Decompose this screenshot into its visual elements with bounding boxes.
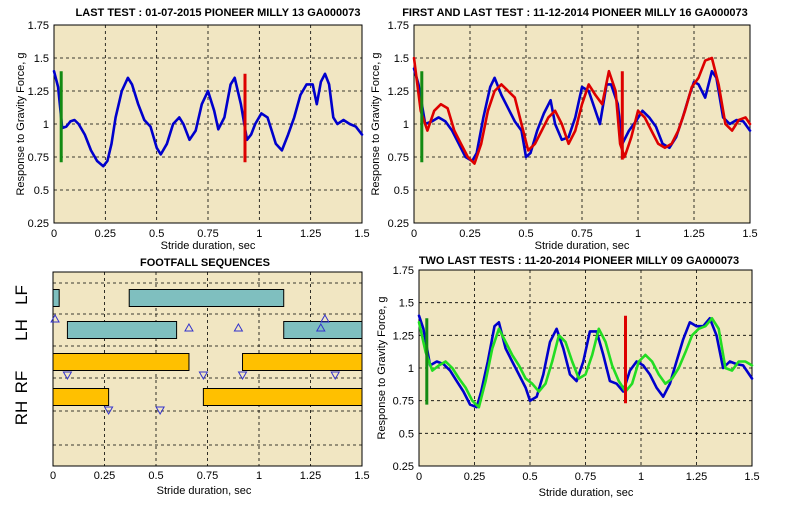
- x-tick-label: 0.75: [575, 471, 596, 483]
- chart-last-test: LAST TEST : 01-07-2015 PIONEER MILLY 13 …: [15, 7, 370, 252]
- x-tick-label: 0.25: [464, 471, 485, 483]
- data-series-line: [52, 69, 364, 168]
- chart-title: LAST TEST : 01-07-2015 PIONEER MILLY 13 …: [76, 7, 361, 19]
- x-tick-label: 1.5: [742, 228, 757, 240]
- row-label-lh: LH: [12, 319, 31, 341]
- chart-title: FOOTFALL SEQUENCES: [140, 257, 270, 269]
- footfall-bar: [52, 353, 190, 371]
- chart-first-and-last-test: FIRST AND LAST TEST : 11-12-2014 PIONEER…: [370, 7, 758, 252]
- x-tick-label: 1: [635, 228, 641, 240]
- x-axis-label: Stride duration, sec: [157, 485, 252, 497]
- x-tick-label: 1.25: [300, 228, 321, 240]
- x-tick-label: 1.5: [354, 470, 369, 482]
- y-tick-label: 0.5: [399, 428, 414, 440]
- y-tick-label: 1: [43, 119, 49, 131]
- y-tick-label: 1.25: [28, 86, 49, 98]
- y-tick-label: 1.5: [399, 298, 414, 310]
- x-tick-label: 0.25: [459, 228, 480, 240]
- x-axis-label: Stride duration, sec: [535, 240, 630, 252]
- y-tick-label: 1.25: [388, 86, 409, 98]
- y-axis-label: Response to Gravity Force, g: [376, 296, 388, 439]
- x-tick-label: 0.75: [197, 228, 218, 240]
- y-tick-label: 1: [403, 119, 409, 131]
- y-tick-label: 0.5: [34, 185, 49, 197]
- y-tick-label: 0.25: [28, 218, 49, 230]
- data-series-line: [417, 316, 754, 409]
- y-tick-label: 0.75: [388, 152, 409, 164]
- x-tick-label: 0: [51, 228, 57, 240]
- chart-footfall-sequences: FOOTFALL SEQUENCES Stride duration, sec …: [12, 257, 370, 497]
- x-tick-label: 0: [411, 228, 417, 240]
- x-axis-label: Stride duration, sec: [539, 487, 634, 499]
- x-tick-label: 1: [638, 471, 644, 483]
- y-tick-label: 1.5: [394, 53, 409, 65]
- x-tick-label: 0.5: [522, 471, 537, 483]
- data-series-line: [417, 314, 754, 409]
- row-label-rf: RF: [12, 371, 31, 394]
- footfall-marker: [320, 313, 330, 323]
- chart-title: FIRST AND LAST TEST : 11-12-2014 PIONEER…: [402, 7, 748, 19]
- footfall-bar: [202, 388, 363, 406]
- footfall-marker: [315, 322, 326, 332]
- footfall-bar: [128, 289, 285, 307]
- row-label-lf: LF: [12, 285, 31, 305]
- footfall-marker: [155, 406, 165, 416]
- x-tick-label: 0: [416, 471, 422, 483]
- x-tick-label: 1.25: [683, 228, 704, 240]
- x-tick-label: 1.25: [686, 471, 707, 483]
- y-tick-label: 1.75: [388, 20, 409, 32]
- footfall-bar: [66, 321, 178, 339]
- x-tick-label: 0: [50, 470, 56, 482]
- footfall-marker: [198, 371, 209, 381]
- footfall-marker: [330, 371, 341, 381]
- footfall-bar: [52, 388, 110, 406]
- x-tick-label: 0.5: [148, 470, 163, 482]
- chart-title: TWO LAST TESTS : 11-20-2014 PIONEER MILL…: [419, 255, 739, 267]
- x-tick-label: 1: [256, 228, 262, 240]
- x-tick-label: 0.5: [149, 228, 164, 240]
- x-tick-label: 0.5: [518, 228, 533, 240]
- row-label-rh: RH: [12, 401, 31, 426]
- y-tick-label: 1.5: [34, 53, 49, 65]
- y-tick-label: 1.75: [393, 265, 414, 277]
- y-tick-label: 1.25: [393, 330, 414, 342]
- footfall-marker: [233, 322, 244, 332]
- x-axis-label: Stride duration, sec: [161, 240, 256, 252]
- footfall-marker: [184, 322, 194, 332]
- y-axis-label: Response to Gravity Force, g: [15, 52, 27, 195]
- y-axis-label: Response to Gravity Force, g: [370, 52, 382, 195]
- x-tick-label: 1.5: [744, 471, 759, 483]
- x-tick-label: 0.75: [571, 228, 592, 240]
- x-tick-label: 1.5: [354, 228, 369, 240]
- footfall-marker: [237, 371, 248, 381]
- y-tick-label: 1.75: [28, 20, 49, 32]
- x-tick-label: 0.25: [95, 228, 116, 240]
- y-tick-label: 0.25: [388, 218, 409, 230]
- y-tick-label: 0.5: [394, 185, 409, 197]
- footfall-marker: [103, 406, 114, 416]
- y-tick-label: 0.25: [393, 461, 414, 473]
- data-series-line: [412, 56, 752, 165]
- x-tick-label: 1.25: [300, 470, 321, 482]
- footfall-marker: [62, 371, 73, 381]
- footfall-bar: [242, 353, 363, 371]
- y-tick-label: 0.75: [393, 396, 414, 408]
- footfall-marker: [50, 313, 60, 323]
- footfall-bar: [283, 321, 363, 339]
- y-tick-label: 0.75: [28, 152, 49, 164]
- y-tick-label: 1: [408, 363, 414, 375]
- x-tick-label: 0.25: [94, 470, 115, 482]
- x-tick-label: 1: [256, 470, 262, 482]
- x-tick-label: 0.75: [197, 470, 218, 482]
- footfall-bar: [52, 289, 60, 307]
- chart-two-last-tests: TWO LAST TESTS : 11-20-2014 PIONEER MILL…: [376, 255, 760, 499]
